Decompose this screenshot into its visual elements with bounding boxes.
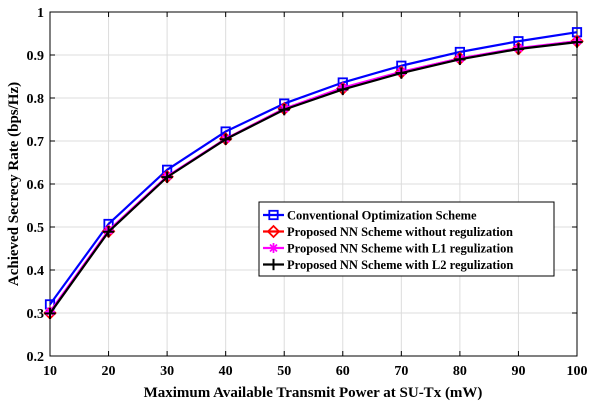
legend-label: Proposed NN Scheme without regulization bbox=[287, 225, 513, 239]
data-point bbox=[219, 133, 232, 145]
y-tick-label: 0.8 bbox=[27, 92, 45, 107]
y-axis-title: Achieved Secrecy Rate (bps/Hz) bbox=[6, 82, 22, 286]
legend-entry: Proposed NN Scheme without regulization bbox=[263, 224, 513, 239]
data-point bbox=[454, 53, 466, 65]
x-tick-label: 60 bbox=[336, 364, 350, 379]
legend: Conventional Optimization Scheme Proposed… bbox=[258, 201, 555, 277]
legend-entry: Proposed NN Scheme with L1 regulization bbox=[263, 242, 513, 256]
x-tick-label: 10 bbox=[43, 364, 57, 379]
y-tick-label: 0.4 bbox=[27, 264, 45, 279]
y-tick-label: 0.5 bbox=[27, 221, 45, 236]
series-line bbox=[49, 31, 578, 306]
axis-ticks: 10 20 30 40 50 60 70 80 90 100 0.2 0.3 0.4 0.5 0.6 0.7 0… bbox=[27, 6, 588, 379]
y-tick-label: 0.3 bbox=[27, 307, 45, 322]
series-4 bbox=[44, 36, 583, 320]
data-point bbox=[102, 226, 115, 238]
x-axis-title: Maximum Available Transmit Power at SU-T… bbox=[144, 385, 483, 401]
x-tick-label: 70 bbox=[394, 364, 408, 379]
data-point bbox=[337, 83, 349, 96]
data-point bbox=[278, 103, 290, 116]
series-line bbox=[49, 41, 578, 315]
x-tick-label: 90 bbox=[511, 364, 525, 379]
y-tick-label: 0.2 bbox=[27, 350, 45, 365]
x-tick-label: 100 bbox=[567, 364, 588, 379]
legend-entry: Proposed NN Scheme with L2 regulization bbox=[263, 258, 513, 272]
data-point bbox=[44, 307, 56, 320]
y-tick-label: 0.7 bbox=[27, 135, 45, 150]
legend-marker bbox=[268, 209, 279, 221]
legend-box bbox=[258, 201, 555, 277]
data-point bbox=[512, 43, 525, 55]
legend-label: Proposed NN Scheme with L1 regulization bbox=[287, 242, 513, 256]
legend-label: Conventional Optimization Scheme bbox=[287, 209, 477, 223]
legend-entry: Conventional Optimization Scheme bbox=[263, 209, 477, 223]
y-tick-label: 1 bbox=[37, 6, 44, 21]
legend-marker bbox=[266, 224, 281, 239]
x-tick-label: 30 bbox=[160, 364, 174, 379]
x-tick-label: 50 bbox=[277, 364, 291, 379]
legend-marker bbox=[267, 258, 280, 271]
legend-label: Proposed NN Scheme with L2 regulization bbox=[287, 258, 513, 272]
x-tick-label: 80 bbox=[453, 364, 467, 379]
legend-marker bbox=[268, 243, 279, 253]
data-point bbox=[571, 36, 583, 48]
x-tick-label: 20 bbox=[102, 364, 116, 379]
y-tick-label: 0.6 bbox=[27, 178, 45, 193]
x-tick-label: 40 bbox=[219, 364, 233, 379]
series-layer bbox=[43, 27, 584, 320]
y-tick-label: 0.9 bbox=[27, 49, 45, 64]
data-point bbox=[395, 67, 408, 79]
data-point bbox=[161, 171, 173, 183]
